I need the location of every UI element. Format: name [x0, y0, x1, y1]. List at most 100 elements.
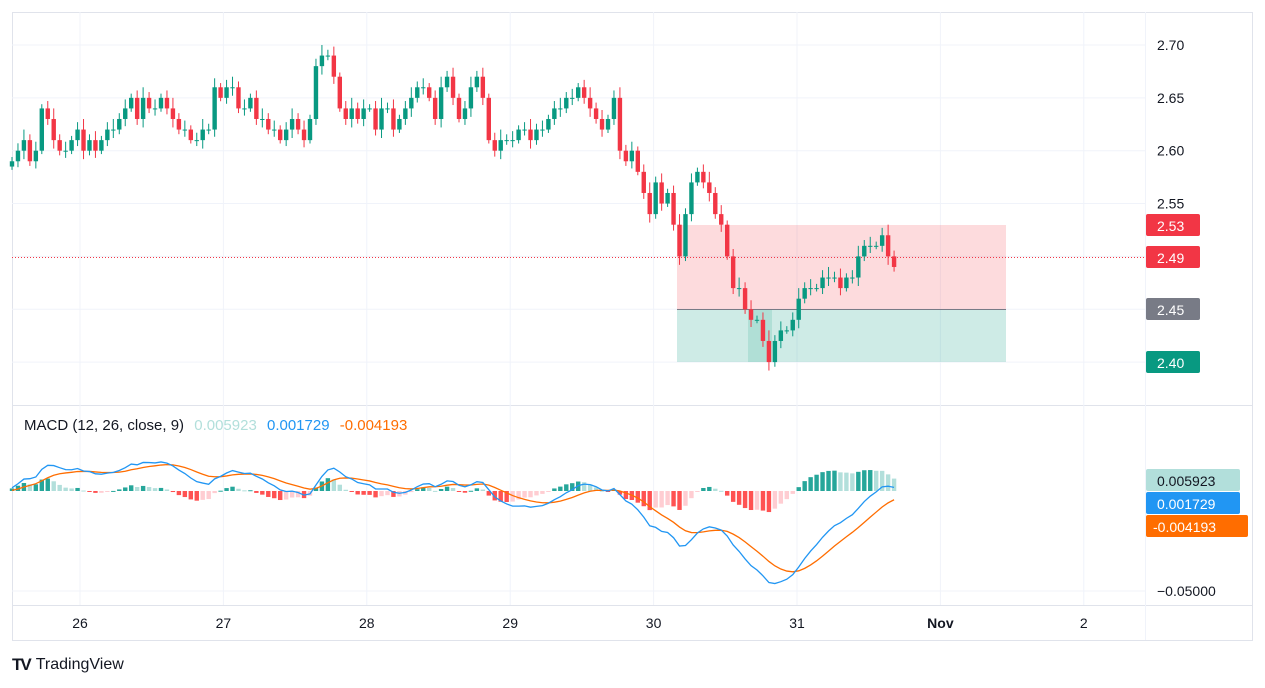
candle [212, 78, 217, 137]
candle-body [784, 330, 789, 332]
candle-body [742, 288, 748, 310]
macd-histogram-bar [379, 491, 384, 497]
macd-histogram-bar [468, 490, 474, 492]
candle [129, 93, 134, 112]
candle [385, 102, 390, 114]
candle [796, 288, 801, 329]
macd-histogram-bar [349, 491, 354, 492]
candle-body [641, 171, 646, 193]
price-axis[interactable]: 2.70 2.65 2.60 2.55 [1157, 37, 1184, 212]
macd-histogram-bar [480, 489, 486, 491]
candle-body [540, 129, 545, 131]
candle-body [230, 87, 235, 89]
macd-legend[interactable]: MACD (12, 26, close, 9) 0.005923 0.00172… [24, 417, 413, 434]
candle [9, 157, 15, 170]
candle [206, 123, 211, 135]
macd-histogram-bar [474, 488, 480, 491]
candle [158, 93, 164, 112]
candle [498, 129, 503, 160]
candle [558, 97, 563, 117]
candle [45, 101, 50, 125]
candle [337, 72, 342, 112]
macd-histogram-bar [528, 491, 533, 498]
candle [850, 270, 855, 284]
macd-histogram-bar [450, 488, 456, 491]
candle [581, 79, 587, 104]
macd-histogram-bar [146, 487, 152, 491]
candle [653, 176, 658, 219]
candle [778, 321, 784, 349]
candle [576, 83, 581, 102]
candle [105, 122, 110, 147]
candle [784, 326, 789, 334]
macd-histogram-bar [260, 491, 265, 495]
candle [349, 97, 354, 128]
candle-body [349, 108, 354, 119]
macd-line [11, 461, 895, 585]
candle [754, 315, 760, 324]
candle [635, 146, 640, 176]
candle [266, 113, 271, 135]
candle [510, 131, 515, 148]
macd-histogram-bar [432, 490, 438, 492]
candle-body [659, 182, 664, 204]
candle-body [504, 140, 509, 142]
candle [468, 76, 474, 117]
price-tick: 2.55 [1157, 196, 1184, 212]
brand-name: TradingView [35, 656, 124, 673]
candle [427, 83, 432, 102]
candle-body [790, 319, 795, 331]
macd-histogram-bar [129, 485, 134, 491]
macd-histogram-bar [367, 491, 372, 495]
macd-histogram-bar [224, 488, 229, 491]
macd-histogram-bar [230, 486, 235, 491]
candle-body [254, 97, 259, 119]
macd-histogram-bar [808, 477, 813, 491]
candle-body [885, 235, 891, 257]
candle-body [689, 182, 694, 215]
macd-histogram-bar [623, 491, 629, 500]
entry-price-tag: 2.45 [1157, 302, 1184, 318]
tradingview-logo[interactable]: TV TradingView [12, 655, 124, 675]
macd-histogram-bar [331, 479, 337, 491]
candle [677, 214, 682, 265]
target-zone[interactable] [677, 309, 1006, 362]
macd-pane [9, 461, 897, 585]
candle [885, 224, 891, 265]
candle [605, 114, 611, 133]
candle-body [462, 108, 468, 119]
macd-histogram-bar [683, 491, 688, 506]
macd-histogram-bar [760, 491, 766, 511]
candle-body [307, 118, 313, 141]
candle-body [188, 129, 193, 141]
candle [838, 268, 843, 296]
macd-histogram-bar [206, 491, 211, 500]
candle-body [176, 118, 182, 130]
candle [504, 134, 509, 145]
macd-histogram-bar [427, 487, 432, 491]
macd-histogram-bar [182, 491, 188, 498]
candle-body [9, 161, 15, 167]
candle [474, 70, 480, 92]
candle [564, 92, 569, 114]
candle [683, 208, 688, 262]
candle-body [832, 277, 837, 279]
macd-histogram-bar [57, 484, 62, 491]
time-axis[interactable]: 26 27 28 29 30 31 Nov 2 [72, 615, 1088, 631]
macd-histogram-bar [81, 490, 86, 492]
candle [808, 279, 813, 296]
macd-histogram-bar [361, 491, 366, 495]
candle-body [397, 118, 402, 130]
candle [802, 282, 807, 304]
candle [665, 188, 670, 207]
macd-histogram-bar [492, 491, 497, 501]
candle [170, 97, 176, 128]
candle [492, 132, 497, 157]
candle-body [200, 129, 205, 141]
tv-logo-icon: TV [12, 655, 32, 674]
candle [820, 270, 825, 295]
candle [844, 273, 849, 292]
short-position-tool[interactable] [677, 225, 1006, 362]
